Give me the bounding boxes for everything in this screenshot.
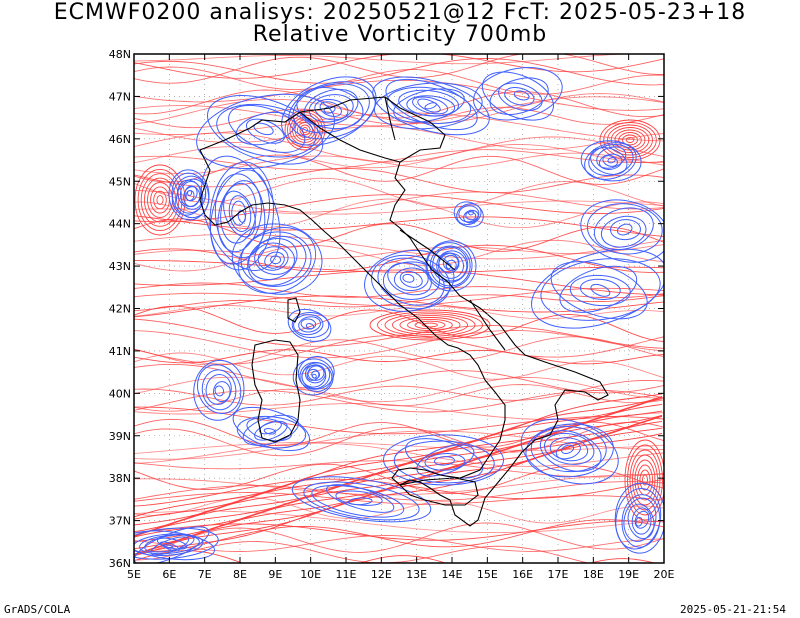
lat-tick-label: 42N	[109, 303, 131, 316]
lon-tick-label: 6E	[162, 568, 176, 581]
lon-tick-label: 16E	[512, 568, 533, 581]
lat-tick-label: 37N	[109, 515, 131, 528]
lat-tick-label: 43N	[109, 260, 131, 273]
lat-tick-label: 46N	[109, 133, 131, 146]
lon-tick-label: 19E	[618, 568, 639, 581]
footer-credit: GrADS/COLA	[4, 603, 71, 616]
corsica-outline	[287, 297, 301, 323]
lon-tick-label: 10E	[300, 568, 321, 581]
lon-tick-label: 11E	[336, 568, 357, 581]
lon-tick-label: 7E	[198, 568, 212, 581]
lon-tick-label: 9E	[268, 568, 282, 581]
lon-tick-label: 8E	[233, 568, 247, 581]
lat-tick-label: 48N	[109, 48, 131, 61]
map-title: ECMWF0200 analisys: 20250521@12 FcT: 202…	[53, 0, 747, 25]
lon-tick-label: 17E	[548, 568, 569, 581]
graticule	[134, 54, 664, 563]
lon-tick-label: 14E	[442, 568, 463, 581]
axis-ticks	[133, 53, 665, 564]
map-subtitle: Relative Vorticity 700mb	[252, 22, 548, 47]
lat-tick-label: 40N	[109, 387, 131, 400]
lat-tick-label: 41N	[109, 345, 131, 358]
latitude-labels: 48N 47N 46N 45N 44N 43N 42N 41N 40N 39N 38N 37N 36N	[109, 48, 131, 570]
coastline-italy	[199, 96, 609, 527]
longitude-labels: 5E 6E 7E 8E 9E 10E 11E 12E 13E 14E 15E 16E 17E 18E 19E…	[127, 568, 674, 581]
sicily-outline	[398, 477, 479, 506]
lat-tick-label: 38N	[109, 472, 131, 485]
contour-field	[134, 54, 664, 563]
lat-tick-label: 44N	[109, 218, 131, 231]
lat-tick-label: 47N	[109, 90, 131, 103]
lon-tick-label: 18E	[583, 568, 604, 581]
lat-tick-label: 45N	[109, 175, 131, 188]
lon-tick-label: 12E	[371, 568, 392, 581]
lon-tick-label: 13E	[406, 568, 427, 581]
lon-tick-label: 5E	[127, 568, 141, 581]
sardinia-outline	[251, 339, 301, 443]
lat-tick-label: 36N	[109, 557, 131, 570]
lat-tick-label: 39N	[109, 430, 131, 443]
footer-timestamp: 2025-05-21-21:54	[680, 603, 786, 616]
lon-tick-label: 15E	[477, 568, 498, 581]
lon-tick-label: 20E	[654, 568, 675, 581]
